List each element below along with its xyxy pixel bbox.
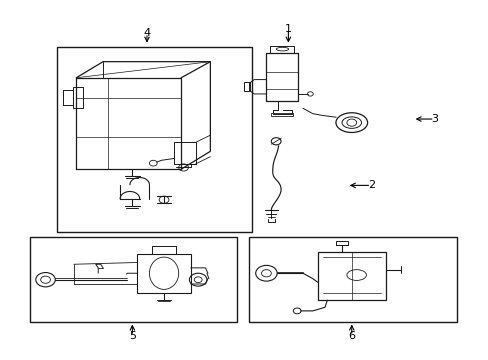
Text: 1: 1 bbox=[285, 24, 291, 35]
Text: 5: 5 bbox=[128, 331, 136, 341]
Text: 2: 2 bbox=[367, 180, 374, 190]
Text: 6: 6 bbox=[347, 331, 355, 341]
Text: 4: 4 bbox=[143, 28, 150, 38]
Text: 3: 3 bbox=[430, 114, 437, 124]
